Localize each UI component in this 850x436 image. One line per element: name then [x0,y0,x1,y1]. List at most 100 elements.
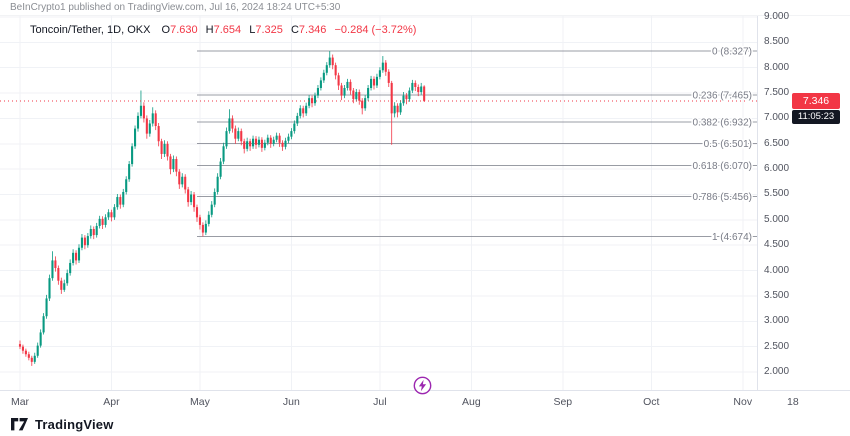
price-tick-label: 8.500 [764,36,790,48]
close-label: C [290,24,299,36]
idea-marker[interactable] [413,376,432,395]
candle [334,62,337,80]
price-tick-label: 8.000 [764,61,790,73]
price-tick-label: 5.000 [764,213,790,225]
candle [302,105,305,118]
candle [113,204,116,220]
candle [313,92,317,106]
candle [101,216,104,229]
candle [216,173,219,195]
candle [266,134,269,146]
candle [293,120,296,134]
candle [352,87,355,104]
candle [42,313,45,335]
candle [237,127,240,142]
candle [411,79,414,94]
candle [246,137,249,152]
candle [83,235,86,250]
candle [30,355,33,366]
time-tick-label: Oct [643,396,660,408]
price-tick-label: 6.000 [764,163,790,175]
candle [263,139,266,151]
tradingview-logo[interactable]: TradingView [10,417,114,432]
candle [136,112,140,132]
candle [254,136,258,149]
candle [24,348,27,357]
fib-label: 0.618 (6.070) [693,161,753,172]
candle [27,351,30,361]
candlestick-chart-svg[interactable]: 0 (8.327) 0.236 (7.465) 0.382 (6.932) 0.5 (… [0,16,757,390]
candle [284,137,287,150]
candle [240,128,243,146]
candle [125,176,128,195]
candle [331,54,334,70]
candle [260,137,263,152]
candle [423,85,426,102]
candle [219,157,222,180]
time-tick-label: Aug [462,396,481,408]
candle [86,233,89,248]
close-value: 7.346 [298,24,327,36]
candle [275,132,278,143]
candle [340,82,343,101]
symbol-title: Toncoin/Tether, 1D, OKX [30,24,151,36]
bar-countdown-label: 11:05:23 [792,109,840,124]
price-tick-label: 5.500 [764,188,790,200]
candlestick-series [18,51,426,366]
candle [390,80,393,145]
open-value: 7.630 [170,24,198,36]
candle [358,89,361,105]
time-tick-label: Jun [282,396,300,408]
candle [33,352,36,364]
candle [281,140,284,151]
candle [393,102,396,118]
candle [296,112,299,127]
time-tick-label: May [190,396,210,408]
fib-label: 0.786 (5.456) [693,192,753,203]
candle [290,128,293,140]
candle [57,265,60,285]
candle [21,344,24,354]
tradingview-brand-text: TradingView [35,416,114,432]
candle [204,220,207,236]
candle [378,67,381,80]
price-axis[interactable]: 9.000 8.500 8.000 7.500 7.000 6.500 6.000 5.500… [757,11,850,390]
candle [72,249,75,266]
candle [77,244,81,263]
candle [387,69,390,87]
candle [48,274,51,301]
chart-plot[interactable]: 0 (8.327) 0.236 (7.465) 0.382 (6.932) 0.5 (… [0,16,757,390]
candle [322,69,325,83]
candle [104,214,107,228]
candle [414,80,417,92]
price-tick-label: 4.000 [764,264,790,276]
time-tick-label: Sep [553,396,573,408]
price-tick-label: 7.500 [764,87,790,99]
candle [257,136,260,148]
candle [381,56,384,73]
fib-label: 0.236 (7.465) [693,90,753,101]
candle [75,250,78,265]
footer-bar: TradingView [0,412,850,436]
fib-label: 1 (4.674) [712,232,752,243]
price-tick-label: 4.500 [764,239,790,251]
candle [54,256,57,272]
candle [337,72,340,91]
change-value: −0.284 (−3.72%) [334,24,417,36]
candle [190,190,193,206]
candle [417,84,420,97]
candle [98,215,101,229]
price-tick-label: 3.000 [764,315,790,327]
candle [299,105,302,119]
candle [175,156,178,177]
time-tick-label: Nov [733,396,753,408]
price-tick-label: 2.500 [764,340,790,352]
candle [408,87,411,102]
candle [210,201,213,218]
candle [349,79,352,95]
candle [60,277,63,294]
candle [63,279,66,292]
candle [39,329,42,348]
candle [343,84,346,99]
candle [69,259,72,276]
